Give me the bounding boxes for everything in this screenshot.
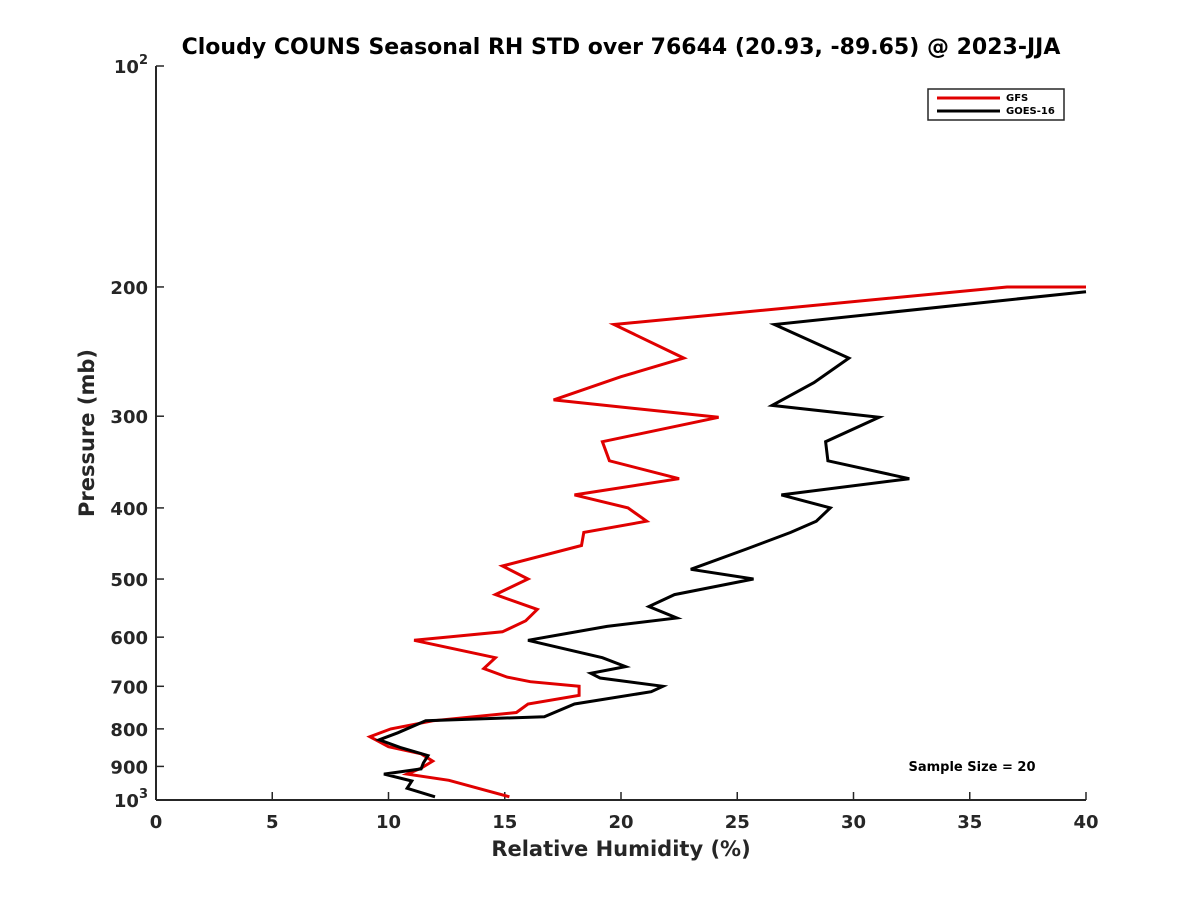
y-tick-label: 102	[114, 53, 148, 78]
y-axis-label: Pressure (mb)	[75, 349, 99, 517]
y-tick-label: 800	[110, 720, 148, 741]
y-tick-label: 200	[110, 278, 148, 299]
y-tick-label: 900	[110, 757, 148, 778]
series-layer	[366, 285, 1087, 799]
x-axis-label: Relative Humidity (%)	[491, 837, 750, 861]
y-axis-ticks: 102 200 300 400 500 600 700 800 900 103	[110, 53, 164, 812]
legend-label-gfs: GFS	[1006, 93, 1028, 104]
legend-label-goes16: GOES-16	[1006, 106, 1055, 117]
legend-box	[927, 88, 1065, 121]
x-tick-label: 40	[1073, 812, 1098, 833]
x-tick-label: 20	[608, 812, 633, 833]
y-tick-label: 300	[110, 407, 148, 428]
x-tick-label: 25	[725, 812, 750, 833]
y-tick-label: 103	[114, 787, 148, 812]
sample-size-annotation: Sample Size = 20	[908, 760, 1035, 775]
series-line-goes16	[374, 290, 1087, 799]
x-tick-label: 0	[150, 812, 163, 833]
x-tick-label: 5	[266, 812, 279, 833]
x-tick-label: 30	[841, 812, 866, 833]
series-line-gfs	[366, 285, 1086, 799]
y-tick-label: 500	[110, 570, 148, 591]
y-tick-label: 600	[110, 628, 148, 649]
y-tick-label: 700	[110, 677, 148, 698]
chart-title: Cloudy COUNS Seasonal RH STD over 76644 …	[182, 35, 1061, 60]
x-axis-ticks: 0 5 10 15 20 25 30 35 40	[150, 792, 1099, 833]
x-tick-label: 15	[492, 812, 517, 833]
x-tick-label: 10	[376, 812, 401, 833]
y-tick-label: 400	[110, 499, 148, 520]
x-tick-label: 35	[957, 812, 982, 833]
legend: GFS GOES-16	[927, 88, 1065, 121]
